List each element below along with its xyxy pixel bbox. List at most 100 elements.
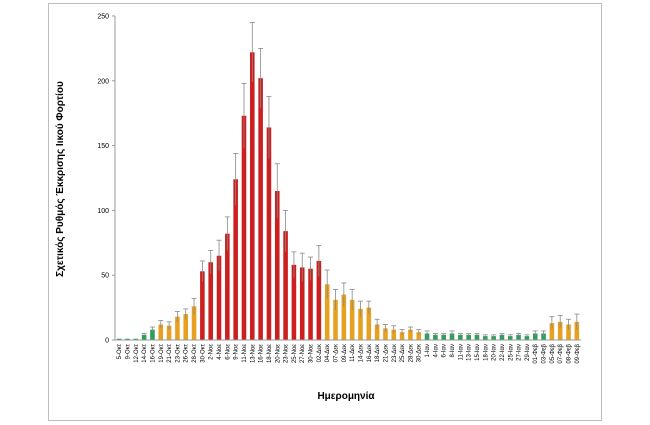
x-tick-label: 29-Ιαν	[525, 344, 531, 361]
bar-31	[374, 324, 380, 340]
x-tick-label: 07-Δεκ	[334, 343, 340, 362]
bar-41	[458, 334, 463, 340]
bar-40	[449, 333, 455, 340]
x-tick-label: 20-Ιαν	[492, 344, 498, 361]
x-tick-label: 01-Φεβ	[533, 343, 539, 363]
x-tick-label: 25-Δεκ	[400, 343, 406, 362]
x-tick-label: 1-Ιαν	[425, 344, 431, 357]
bar-6	[166, 325, 172, 340]
x-tick-label: 07-Φεβ	[558, 343, 564, 363]
bar-26	[333, 299, 338, 340]
x-tick-label: 11-Ιαν	[458, 344, 464, 360]
bar-21	[291, 264, 297, 340]
x-tick-label: 09-Δεκ	[342, 343, 348, 362]
x-tick-label: 27-Ιαν	[517, 344, 523, 361]
x-tick-label: 26-Οκτ	[184, 343, 190, 362]
x-tick-label: 04-Δεκ	[325, 343, 331, 362]
bar-55	[574, 321, 580, 340]
bar-0	[116, 338, 122, 340]
y-tick-label: 250	[97, 14, 109, 21]
x-tick-label: 2-Νοε	[209, 344, 215, 360]
x-tick-label: 13-Ιαν	[467, 344, 473, 361]
bar-16	[250, 52, 255, 341]
x-tick-label: 28-Δεκ	[408, 343, 414, 362]
x-tick-label: 21-Δεκ	[383, 343, 389, 362]
y-axis-title: Σχετικός Ρυθμός Έκκρισης Ιικού Φορτίου	[55, 81, 66, 277]
bar-13	[225, 233, 230, 340]
x-tick-label: 18-Νοε	[267, 344, 273, 363]
y-tick-label: 200	[97, 78, 109, 85]
bar-52	[549, 323, 555, 340]
x-tick-label: 28-Οκτ	[192, 343, 198, 362]
bar-50	[532, 333, 538, 340]
x-tick-label: 5-Οκτ	[117, 343, 123, 359]
bar-24	[316, 260, 322, 340]
bar-45	[491, 336, 496, 340]
x-tick-label: 08-Φεβ	[567, 343, 573, 363]
x-tick-label: 8-Ιαν	[450, 344, 456, 357]
x-tick-label: 30-Δεκ	[417, 343, 423, 362]
bar-8	[183, 314, 189, 340]
x-tick-label: 9-Οκτ	[125, 343, 131, 359]
x-tick-label: 30-Οκτ	[200, 343, 206, 362]
y-tick-label: 100	[97, 208, 109, 215]
x-tick-label: 21-Οκτ	[167, 343, 173, 362]
bar-53	[557, 321, 563, 340]
x-tick-label: 4-Ιαν	[433, 344, 439, 357]
bar-17	[258, 78, 263, 340]
x-tick-label: 15-Ιαν	[475, 344, 481, 361]
x-tick-label: 05-Φεβ	[550, 343, 556, 363]
bar-1	[125, 338, 130, 340]
y-tick-label: 150	[97, 143, 109, 150]
x-tick-label: 9-Νοε	[234, 344, 240, 360]
x-tick-label: 4-Νοε	[217, 344, 223, 360]
bar-5	[158, 324, 164, 340]
bar-12	[216, 255, 222, 340]
x-tick-label: 18-Δεκ	[375, 343, 381, 362]
x-ticks-group: 5-Οκτ 9-Οκτ 12-Οκτ 14-Οκτ 16-Οκτ 19-Οκτ 21-Οκτ…	[117, 343, 581, 364]
bar-4	[150, 329, 155, 340]
bar-10	[200, 271, 205, 340]
x-tick-label: 30-Νοε	[309, 344, 315, 363]
bar-47	[507, 336, 513, 340]
bar-43	[474, 334, 480, 340]
bar-44	[483, 336, 488, 340]
bar-54	[566, 324, 571, 340]
bar-3	[141, 334, 147, 340]
bar-46	[499, 334, 505, 340]
x-tick-label: 13-Νοε	[250, 344, 256, 363]
x-tick-label: 12-Οκτ	[134, 343, 140, 362]
bar-42	[466, 334, 471, 340]
bar-33	[391, 329, 397, 340]
x-tick-label: 27-Νοε	[300, 344, 306, 363]
x-tick-label: 14-Οκτ	[142, 343, 148, 362]
bar-29	[358, 308, 363, 340]
bar-36	[416, 332, 422, 340]
x-tick-label: 25-Ιαν	[508, 344, 514, 361]
y-tick-label: 50	[101, 273, 109, 280]
bar-30	[366, 307, 372, 340]
x-tick-label: 09-Φεβ	[575, 343, 581, 363]
x-tick-label: 11-Νοε	[242, 344, 248, 363]
bar-19	[274, 190, 280, 340]
bar-27	[341, 294, 347, 340]
bars-group	[116, 52, 580, 341]
bar-7	[175, 316, 180, 340]
x-tick-label: 03-Φεβ	[542, 343, 548, 363]
bar-18	[266, 127, 272, 341]
x-tick-label: 6-Ιαν	[442, 344, 448, 357]
x-tick-label: 18-Ιαν	[483, 344, 489, 361]
bar-15	[241, 115, 247, 341]
x-tick-label: 23-Δεκ	[392, 343, 398, 362]
x-tick-label: 20-Νοε	[275, 344, 281, 363]
x-tick-label: 16-Νοε	[259, 344, 265, 363]
x-tick-label: 6-Νοε	[225, 344, 231, 360]
x-tick-label: 22-Ιαν	[500, 344, 506, 361]
chart-frame: 0 50 100 150 200 250 5-Οκτ 9-Οκτ 12-Οκτ 14-Οκτ 16…	[48, 3, 602, 421]
bar-2	[133, 338, 139, 340]
bar-38	[433, 334, 438, 340]
bar-35	[408, 329, 413, 340]
x-tick-label: 23-Νοε	[284, 344, 290, 363]
bar-51	[541, 333, 546, 340]
